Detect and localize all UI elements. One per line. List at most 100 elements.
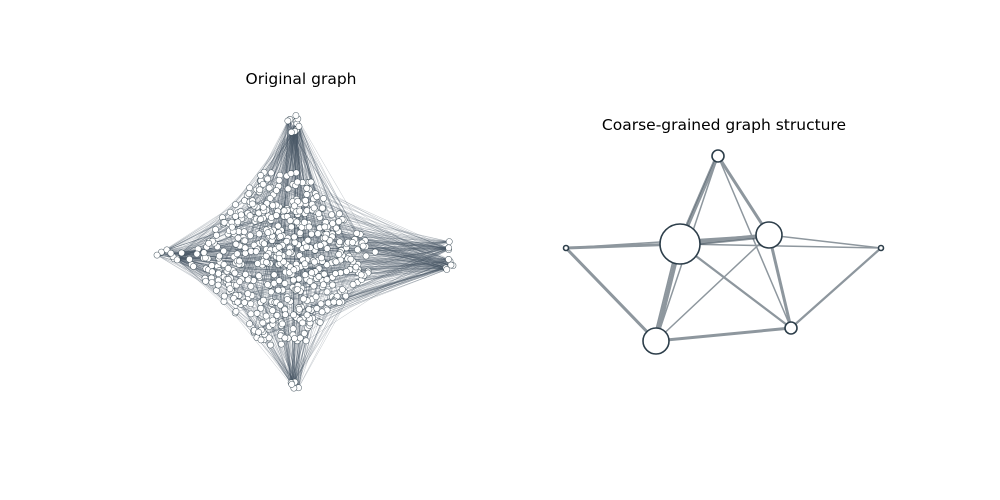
original-edge — [291, 301, 343, 385]
original-edge — [267, 178, 451, 262]
original-edge — [161, 251, 327, 265]
original-node — [257, 336, 265, 344]
original-edge — [283, 211, 449, 260]
original-edge — [296, 129, 360, 246]
original-node — [193, 250, 201, 258]
original-node — [294, 178, 301, 186]
original-edge — [306, 261, 451, 316]
coarse-graph-nodes — [562, 149, 885, 355]
original-edge — [247, 194, 450, 242]
original-edge — [229, 291, 304, 300]
original-node — [236, 257, 243, 265]
original-node — [329, 281, 336, 289]
original-node — [257, 215, 265, 223]
original-edge — [337, 269, 447, 297]
original-node — [232, 240, 240, 248]
original-edge — [298, 126, 358, 234]
original-edge — [264, 261, 451, 335]
original-edge — [295, 259, 449, 318]
original-edge — [291, 275, 365, 385]
original-edge — [302, 269, 447, 324]
original-node — [173, 256, 181, 264]
original-edge — [327, 264, 452, 311]
original-edge — [310, 181, 449, 260]
original-edge — [363, 241, 450, 247]
original-edge — [291, 210, 300, 385]
original-edge — [294, 131, 313, 211]
original-node — [246, 212, 254, 220]
original-node — [274, 222, 282, 230]
original-edge — [253, 115, 297, 331]
original-node — [290, 311, 297, 319]
original-node — [254, 260, 261, 267]
original-node — [359, 242, 367, 250]
original-edge — [256, 337, 292, 383]
original-node — [267, 169, 275, 177]
original-node — [247, 300, 255, 308]
original-node — [275, 254, 283, 262]
original-edge — [290, 219, 343, 383]
original-node — [295, 275, 303, 283]
original-node — [357, 271, 365, 279]
original-edge — [227, 264, 451, 271]
original-node — [244, 290, 252, 297]
original-edge — [306, 194, 451, 262]
original-edge — [286, 120, 297, 217]
original-edge — [261, 120, 289, 207]
original-node — [264, 281, 271, 288]
original-edge — [176, 253, 280, 259]
coarse-node-far-left — [562, 244, 570, 252]
original-node — [269, 307, 276, 314]
original-edge — [172, 256, 262, 341]
original-node — [208, 279, 216, 286]
original-edge — [236, 126, 300, 262]
original-node — [274, 286, 282, 294]
original-node — [280, 207, 288, 215]
original-node — [232, 201, 239, 208]
original-edge — [260, 180, 449, 249]
original-node — [290, 276, 297, 284]
original-node — [295, 305, 303, 313]
original-edge — [291, 244, 340, 385]
original-edge — [260, 339, 292, 385]
original-node — [320, 270, 328, 278]
original-edge — [295, 115, 362, 244]
original-node — [241, 237, 249, 245]
original-edge — [342, 255, 451, 266]
original-node — [234, 298, 241, 306]
original-node — [232, 212, 239, 220]
original-node — [240, 228, 248, 236]
coarse-node-center — [659, 223, 701, 265]
original-node — [167, 249, 175, 257]
original-node — [288, 128, 295, 136]
original-node — [445, 238, 453, 246]
original-node — [247, 282, 255, 290]
original-edge — [216, 120, 297, 236]
original-node — [246, 320, 253, 328]
original-node — [332, 258, 340, 266]
original-node — [296, 207, 304, 215]
original-node — [252, 248, 260, 255]
original-node — [269, 316, 277, 324]
original-node — [220, 247, 228, 255]
original-node — [342, 292, 350, 300]
original-node — [212, 226, 219, 233]
original-node — [445, 244, 453, 252]
original-edge — [363, 259, 449, 276]
original-node — [262, 312, 270, 320]
original-node — [265, 334, 273, 342]
original-edge — [254, 267, 446, 334]
original-node — [301, 260, 309, 268]
original-edge — [275, 249, 295, 389]
original-node — [259, 203, 267, 211]
original-edge — [339, 247, 449, 303]
coarse-edge-top-bottom-right — [717, 155, 792, 329]
original-edge — [326, 233, 450, 242]
coarse-node-bottom-left — [642, 327, 670, 355]
coarse-edge-center-bottom-right — [678, 242, 793, 330]
original-edge — [249, 192, 449, 249]
original-node — [285, 249, 293, 257]
original-node — [321, 234, 329, 242]
original-node — [293, 218, 301, 226]
original-node — [319, 204, 326, 212]
